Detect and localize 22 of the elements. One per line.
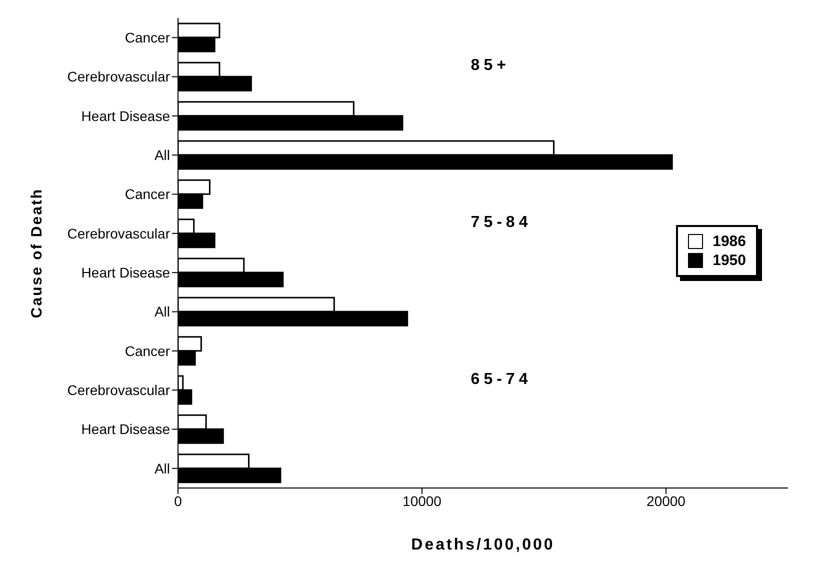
y-tick-label: Heart Disease xyxy=(81,108,170,124)
x-axis-title: Deaths/100,000 xyxy=(411,536,555,554)
y-axis-title: Cause of Death xyxy=(28,188,46,318)
y-tick-label: Cancer xyxy=(124,186,170,202)
legend-label: 1950 xyxy=(712,252,746,269)
y-tick-label: Cerebrovascular xyxy=(67,68,170,85)
annotation: 85+ xyxy=(470,57,510,76)
annotation: 65-74 xyxy=(470,370,532,388)
y-tick-label: All xyxy=(154,147,170,164)
y-tick-label: Heart Disease xyxy=(81,264,170,281)
y-tick-label: Cerebrovascular xyxy=(67,225,170,242)
annotation: 75-84 xyxy=(470,214,532,232)
y-tick-label: Cancer xyxy=(124,30,170,46)
y-tick-label: All xyxy=(154,460,170,476)
y-tick-label: Cerebrovascular xyxy=(67,382,170,398)
y-tick-label: Heart Disease xyxy=(81,421,170,438)
x-tick-label: 10000 xyxy=(402,492,442,509)
y-tick-label: Cancer xyxy=(124,342,170,359)
legend-label: 1986 xyxy=(712,232,746,250)
y-tick-label: All xyxy=(154,304,170,320)
x-tick-label: 20000 xyxy=(646,492,686,509)
x-tick-label: 0 xyxy=(174,492,182,509)
